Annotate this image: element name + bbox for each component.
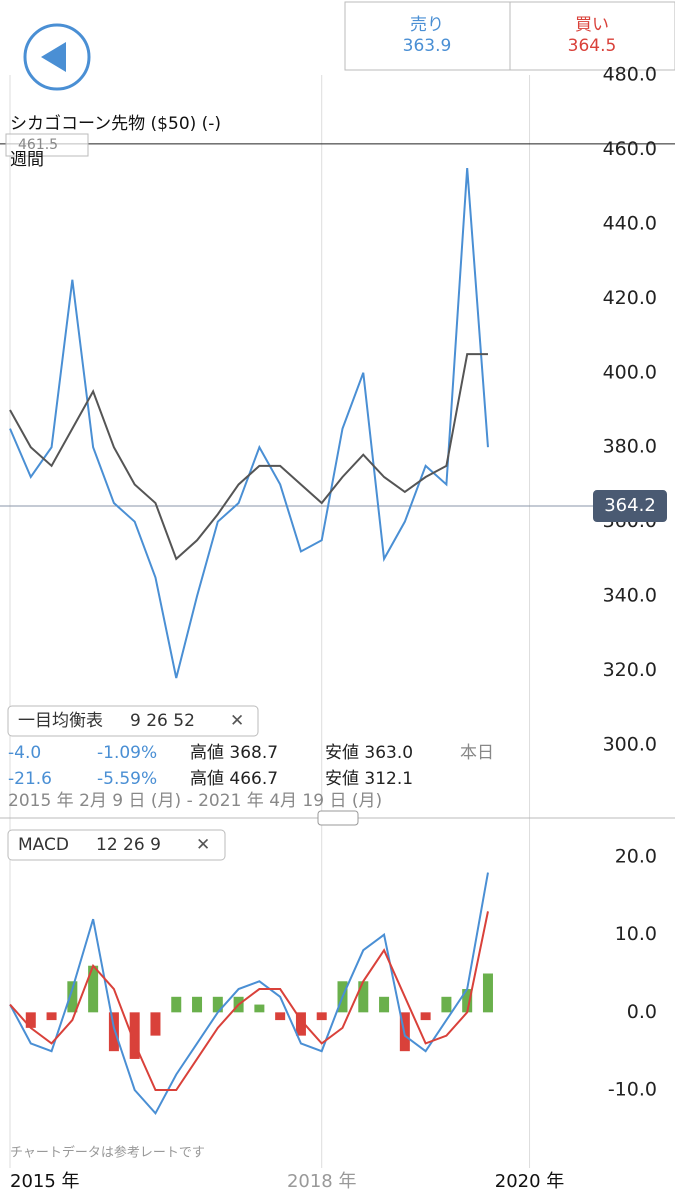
y-tick-label: 0.0	[627, 1001, 657, 1023]
stat: 高値 368.7	[190, 743, 278, 763]
instrument-title: シカゴコーン先物 ($50) (-)	[10, 113, 221, 134]
histogram-bar	[150, 1012, 161, 1036]
histogram-bar	[88, 965, 99, 1013]
histogram-bar	[379, 996, 390, 1013]
stat: -1.09%	[97, 743, 157, 763]
stat: 安値 363.0	[325, 743, 413, 763]
y-tick-label: 340.0	[603, 585, 657, 607]
y-tick-label: 10.0	[615, 923, 657, 945]
x-tick-label: 2018 年	[287, 1171, 357, 1192]
macd-tag[interactable]	[7, 829, 226, 861]
sell-label: 売り	[410, 15, 444, 35]
stat: -21.6	[8, 769, 52, 789]
stats: -4.0 -1.09% 高値 368.7 安値 363.0 本日 -21.6 -5.59% 高…	[8, 743, 494, 789]
period: 週間	[10, 150, 44, 170]
sell-button[interactable]	[344, 1, 511, 71]
histogram-bar	[316, 1012, 327, 1021]
y-tick-label: 460.0	[603, 138, 657, 160]
buy-price: 364.5	[568, 36, 617, 56]
date-range: 2015 年 2月 9 日 (月) - 2021 年 4月 19 日 (月)	[8, 791, 382, 811]
high-label: 461.5	[18, 137, 58, 153]
macd-name: MACD	[18, 835, 69, 855]
histogram-bar	[295, 1012, 306, 1036]
histogram-bar	[441, 996, 452, 1013]
histogram-bar	[25, 1012, 36, 1028]
series-line	[9, 167, 489, 679]
histogram-bar	[462, 989, 473, 1013]
y-tick-label: 420.0	[603, 287, 657, 309]
histogram-bar	[192, 996, 203, 1013]
close-icon[interactable]: ✕	[230, 711, 244, 731]
histogram-bar	[482, 973, 493, 1013]
sell-price: 363.9	[403, 36, 452, 56]
histogram-bar	[108, 1012, 119, 1052]
histogram-bar	[129, 1012, 140, 1059]
y-tick-label: -10.0	[608, 1079, 657, 1101]
y-tick-label: 20.0	[615, 846, 657, 868]
y-tick-label: 400.0	[603, 361, 657, 383]
price-badge	[593, 490, 667, 523]
x-tick-label: 2020 年	[495, 1171, 565, 1192]
y-tick-label: 320.0	[603, 659, 657, 681]
y-tick-label: 440.0	[603, 212, 657, 234]
y-tick-label: 480.0	[603, 64, 657, 86]
series-line	[9, 911, 489, 1091]
note: チャートデータは参考レートです	[10, 1145, 205, 1161]
buy-label: 買い	[575, 15, 609, 35]
indicator-tag[interactable]	[7, 705, 259, 737]
histogram-bar	[275, 1012, 286, 1021]
x-tick-label: 2015 年	[10, 1171, 80, 1192]
buy-button[interactable]	[509, 1, 675, 71]
histogram-bar	[358, 981, 369, 1013]
series-line	[9, 872, 489, 1116]
histogram-bar	[254, 1004, 265, 1013]
indicator-params: 9 26 52	[130, 711, 195, 731]
series-line	[9, 353, 488, 561]
histogram-bar	[67, 981, 78, 1013]
high-tag	[5, 133, 89, 157]
histogram-bar	[212, 996, 223, 1013]
stat: 本日	[460, 743, 494, 763]
resize-handle[interactable]	[317, 810, 359, 826]
close-icon[interactable]: ✕	[196, 835, 210, 855]
stat: -4.0	[8, 743, 41, 763]
histogram-bar	[420, 1012, 431, 1021]
back-icon	[41, 42, 66, 72]
price-badge-label: 364.2	[604, 495, 656, 516]
y-tick-label: 380.0	[603, 436, 657, 458]
macd-params: 12 26 9	[96, 835, 161, 855]
stat: -5.59%	[97, 769, 157, 789]
stat: 安値 312.1	[325, 769, 413, 789]
histogram-bar	[46, 1012, 57, 1021]
indicator-name: 一目均衡表	[18, 711, 103, 731]
histogram-bar	[171, 996, 182, 1013]
y-tick-label: 300.0	[603, 734, 657, 756]
stat: 高値 466.7	[190, 769, 278, 789]
